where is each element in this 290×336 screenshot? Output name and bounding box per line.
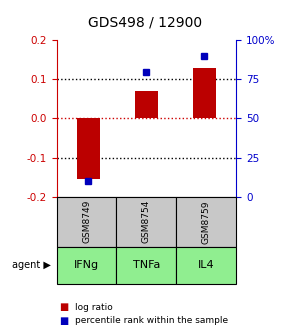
Text: agent ▶: agent ▶ — [12, 260, 51, 270]
Text: TNFa: TNFa — [133, 260, 160, 270]
Text: GSM8754: GSM8754 — [142, 200, 151, 244]
Text: IFNg: IFNg — [74, 260, 99, 270]
Text: GSM8749: GSM8749 — [82, 200, 91, 244]
Bar — [135, 91, 158, 119]
Text: log ratio: log ratio — [75, 303, 113, 312]
Text: GSM8759: GSM8759 — [202, 200, 211, 244]
Bar — [77, 119, 100, 179]
Text: percentile rank within the sample: percentile rank within the sample — [75, 317, 229, 325]
Bar — [193, 68, 216, 119]
Text: ■: ■ — [59, 302, 69, 312]
Text: GDS498 / 12900: GDS498 / 12900 — [88, 15, 202, 29]
Text: IL4: IL4 — [198, 260, 215, 270]
Text: ■: ■ — [59, 316, 69, 326]
